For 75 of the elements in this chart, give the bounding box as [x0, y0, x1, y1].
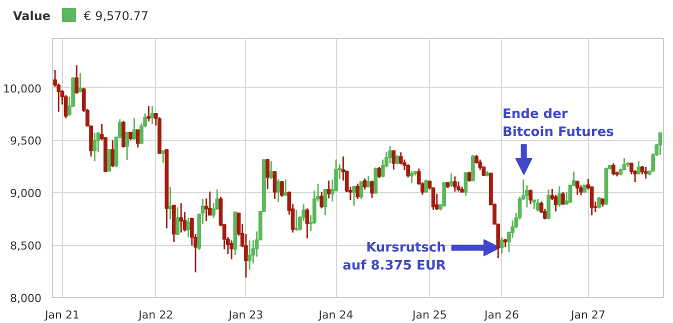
candlestick: [305, 208, 310, 240]
candlestick: [597, 196, 601, 210]
candlestick: [388, 145, 392, 164]
y-tick-label: 8,000: [10, 292, 42, 305]
annotation: Ende der Bitcoin Futures: [502, 106, 614, 140]
candlestick: [561, 191, 565, 206]
candlestick: [370, 180, 374, 199]
candlestick: [248, 240, 252, 270]
candlestick: [74, 64, 79, 94]
candlestick: [658, 132, 662, 156]
candlestick: [467, 170, 472, 182]
candlestick: [456, 180, 460, 192]
text: € 9,570.77: [84, 9, 148, 23]
candlestick: [352, 186, 356, 206]
candlestick: [424, 178, 428, 193]
candlestick: [272, 170, 277, 200]
candlestick: [528, 188, 533, 205]
chart-title: Value: [13, 9, 51, 23]
candlestick: [406, 164, 410, 178]
candlestick: [176, 206, 180, 236]
candlestick: [78, 72, 82, 94]
candlestick: [269, 160, 274, 180]
candlestick: [92, 132, 97, 162]
candlestick: [377, 166, 382, 179]
candlestick: [320, 191, 324, 210]
y-tick-label: 10,000: [3, 82, 42, 96]
candlestick: [323, 188, 328, 216]
candlestick: [284, 178, 288, 196]
x-tick-label: Jan 27: [570, 308, 606, 322]
candlestick: [266, 158, 270, 190]
candlestick: [452, 176, 457, 192]
candlestick: [546, 188, 551, 220]
x-tick-label: Jan 23: [228, 308, 264, 322]
candlestick: [110, 139, 115, 168]
candlestick: [611, 162, 616, 176]
candlestick: [64, 94, 68, 119]
x-tick-label: Jan 25: [411, 308, 447, 322]
candlestick: [464, 172, 468, 197]
candlestick: [276, 178, 280, 203]
candlestick: [150, 105, 154, 125]
candlestick: [280, 180, 284, 198]
candlestick: [392, 150, 396, 170]
candlestick: [557, 186, 562, 208]
candlestick: [366, 175, 370, 188]
candlestick: [107, 149, 111, 172]
candlestick: [636, 160, 641, 176]
candlestick: [125, 132, 130, 161]
x-tick-label: Jan 22: [138, 308, 174, 322]
candlestick: [356, 182, 360, 200]
candlestick: [146, 105, 151, 122]
y-tick-label: 9,500: [10, 134, 42, 148]
candlestick: [395, 154, 400, 166]
candlestick: [536, 198, 540, 212]
candlestick: [579, 184, 583, 196]
candlestick: [575, 180, 580, 196]
candlestick: [186, 217, 190, 238]
candlestick: [410, 170, 414, 184]
candlestick: [326, 180, 331, 200]
candlestick: [136, 128, 140, 148]
candlestick: [449, 172, 454, 188]
y-tick-label: 9,000: [10, 187, 42, 200]
x-tick-label: Jan 21: [44, 308, 80, 322]
candlestick: [132, 117, 136, 141]
candlestick: [294, 209, 298, 232]
y-tick-label: 8,500: [10, 240, 42, 253]
candlestick: [442, 181, 446, 208]
candlestick: [362, 178, 367, 190]
candlestick: [168, 186, 172, 220]
candlestick: [179, 202, 184, 234]
candlestick: [161, 150, 166, 164]
x-tick-label: Jan 24: [318, 308, 354, 322]
annotation: Kursrutsch auf 8.375 EUR: [342, 240, 446, 274]
x-tick-label: Jan 26: [484, 308, 519, 322]
candlestick: [359, 180, 364, 200]
candlestick: [644, 166, 648, 180]
